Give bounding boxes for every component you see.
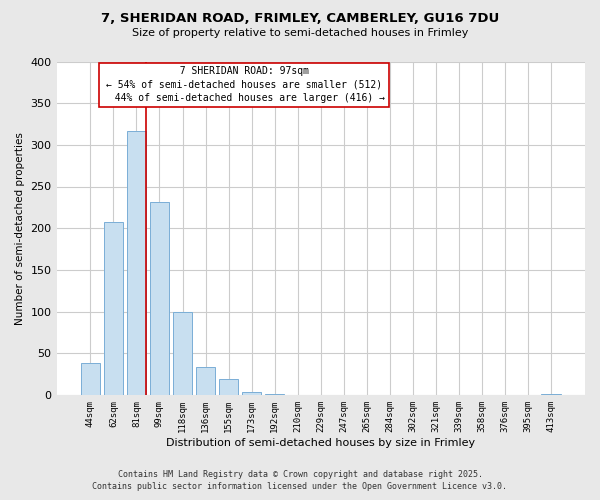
Bar	[541, 394, 561, 395]
Bar	[265, 394, 284, 395]
Bar	[219, 379, 238, 395]
Text: Size of property relative to semi-detached houses in Frimley: Size of property relative to semi-detach…	[132, 28, 468, 38]
X-axis label: Distribution of semi-detached houses by size in Frimley: Distribution of semi-detached houses by …	[166, 438, 475, 448]
Text: 7 SHERIDAN ROAD: 97sqm  
← 54% of semi-detached houses are smaller (512)
  44% o: 7 SHERIDAN ROAD: 97sqm ← 54% of semi-det…	[103, 66, 385, 103]
Bar	[242, 392, 262, 395]
Bar	[149, 202, 169, 395]
Bar	[196, 366, 215, 395]
Bar	[173, 312, 193, 395]
Bar	[80, 363, 100, 395]
Y-axis label: Number of semi-detached properties: Number of semi-detached properties	[15, 132, 25, 324]
Bar	[104, 222, 123, 395]
Text: Contains HM Land Registry data © Crown copyright and database right 2025.
Contai: Contains HM Land Registry data © Crown c…	[92, 470, 508, 491]
Text: 7, SHERIDAN ROAD, FRIMLEY, CAMBERLEY, GU16 7DU: 7, SHERIDAN ROAD, FRIMLEY, CAMBERLEY, GU…	[101, 12, 499, 26]
Bar	[127, 130, 146, 395]
